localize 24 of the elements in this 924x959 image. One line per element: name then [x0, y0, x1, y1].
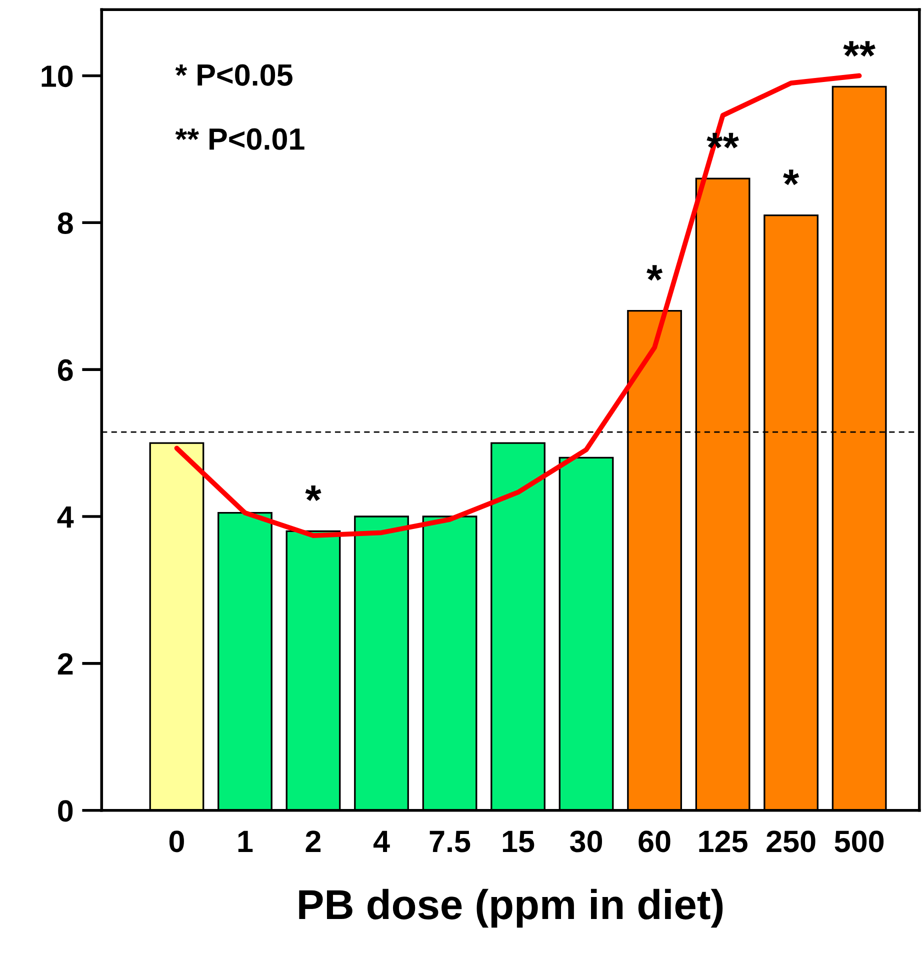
annotation: * [305, 486, 322, 502]
x-tick-label: 4 [373, 830, 390, 852]
x-tick-label: 7.5 [430, 830, 470, 852]
annotation: * P<0.05 [175, 64, 292, 86]
x-tick-label: 250 [766, 830, 816, 852]
y-tick-label: 6 [58, 359, 73, 381]
x-axis-title: PB dose (ppm in diet) [299, 888, 723, 928]
annotation: * [783, 170, 800, 186]
x-tick-label: 60 [638, 830, 670, 852]
x-tick-label: 15 [502, 830, 534, 852]
annotation: ** [843, 41, 876, 57]
y-tick-label: 2 [58, 653, 73, 674]
x-tick-label: 2 [306, 830, 321, 852]
y-tick-label: 8 [58, 212, 73, 234]
x-tick-label: 125 [699, 830, 748, 852]
x-tick-label: 500 [834, 830, 884, 852]
annotation: ** P<0.01 [175, 128, 304, 150]
y-tick-label: 0 [58, 800, 73, 822]
y-tick-label: 10 [42, 65, 73, 88]
annotation: * [646, 265, 663, 281]
x-tick-label: 1 [238, 830, 253, 852]
y-tick-label: 4 [57, 506, 74, 528]
x-tick-label: 30 [570, 830, 602, 852]
x-tick-label: 0 [169, 830, 184, 852]
